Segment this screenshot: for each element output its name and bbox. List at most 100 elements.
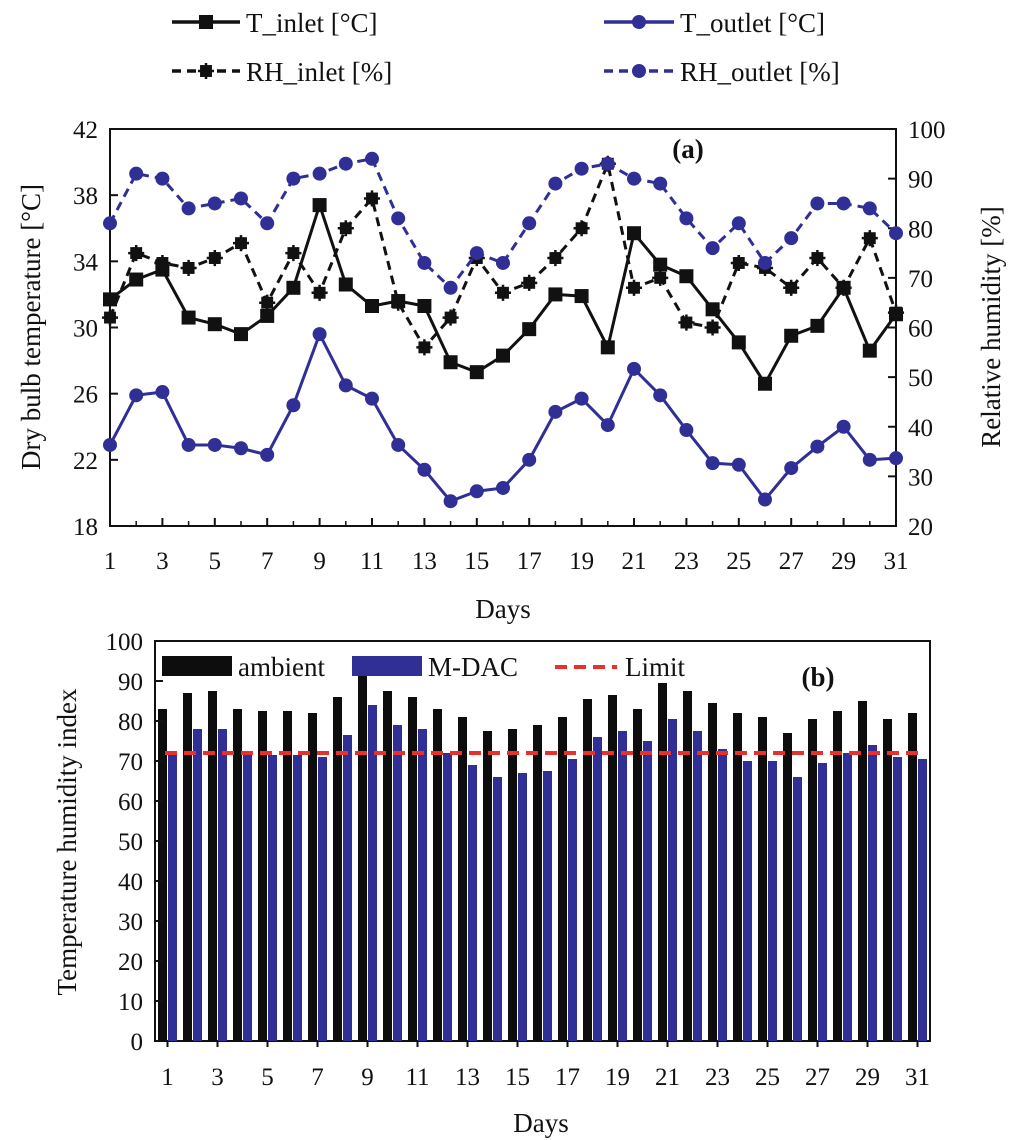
- bar-m-dac: [718, 749, 727, 1041]
- series-point: [704, 319, 721, 336]
- series-point: [469, 484, 484, 499]
- series-point: [758, 376, 772, 391]
- bar-m-dac: [918, 759, 927, 1041]
- series-point-cross: [232, 235, 250, 252]
- legend-entry-3: RH_inlet [%]: [172, 57, 392, 87]
- y-tick-label: 30: [118, 909, 143, 936]
- bar-ambient: [183, 693, 192, 1041]
- legend-panel-a: T_inlet [°C] T_outlet [°C] RH_inlet [%] RH_…: [172, 8, 840, 87]
- legend-entry-ambient: ambient: [162, 652, 325, 682]
- bar-m-dac: [368, 705, 377, 1041]
- series-point: [207, 437, 222, 452]
- series-point: [653, 176, 668, 191]
- bar-m-dac: [618, 731, 627, 1041]
- series-point: [784, 461, 799, 476]
- series-point: [155, 385, 170, 400]
- series-point: [679, 423, 694, 438]
- legend-entry-4: RH_outlet [%]: [604, 57, 840, 87]
- y-tick-label: 60: [118, 789, 143, 816]
- series-point: [548, 404, 563, 419]
- series-point-cross: [521, 274, 538, 291]
- series-point: [889, 451, 903, 466]
- series-point: [443, 280, 458, 295]
- series-point: [653, 257, 668, 272]
- series-point: [416, 339, 433, 356]
- series-point: [889, 226, 903, 241]
- x-tick-label: 15: [505, 1064, 530, 1091]
- series-point: [260, 447, 275, 462]
- series-point-cross: [128, 245, 145, 262]
- bar-ambient: [508, 729, 517, 1041]
- series-point-cross: [730, 254, 747, 272]
- series-point: [103, 216, 117, 231]
- series-point-cross: [861, 230, 878, 247]
- panel-a-x-axis-title: Days: [475, 594, 531, 624]
- series-point: [365, 298, 379, 313]
- series-point: [627, 361, 641, 376]
- series-point: [391, 437, 406, 452]
- y2-tick-label: 20: [908, 514, 933, 541]
- legend-label: ambient: [238, 652, 325, 682]
- bar-m-dac: [668, 719, 677, 1041]
- series-point: [101, 309, 119, 326]
- series-point-cross: [678, 314, 695, 331]
- series-point-cross: [783, 279, 800, 296]
- x-tick-label: 17: [555, 1064, 580, 1091]
- series-point: [627, 171, 641, 186]
- series-point: [181, 437, 196, 452]
- legend-marker: [197, 62, 215, 80]
- bar-ambient: [683, 691, 692, 1041]
- bar-m-dac: [293, 755, 302, 1041]
- series-point: [862, 452, 877, 467]
- bar-ambient: [808, 719, 817, 1041]
- bar-m-dac: [168, 753, 177, 1041]
- y2-tick-label: 90: [908, 167, 933, 194]
- series-point: [338, 277, 353, 292]
- x-tick-label: 29: [831, 548, 856, 575]
- series-point-cross: [704, 319, 721, 336]
- y-tick-label: 20: [118, 949, 143, 976]
- y-tick-label: 0: [131, 1029, 144, 1056]
- bar-ambient: [583, 699, 592, 1041]
- y-tick-label: 18: [73, 514, 98, 541]
- series-4: [103, 151, 903, 295]
- bar-ambient: [308, 713, 317, 1041]
- x-tick-label: 19: [605, 1064, 630, 1091]
- x-tick-label: 9: [361, 1064, 374, 1091]
- series-point: [836, 419, 851, 434]
- bar-ambient: [908, 713, 917, 1041]
- series-point: [574, 391, 589, 406]
- bar-ambient: [258, 711, 267, 1041]
- series-point: [103, 292, 117, 307]
- series-point: [522, 322, 537, 337]
- bar-m-dac: [843, 753, 852, 1041]
- legend-panel-b: ambient M-DAC Limit: [162, 652, 685, 682]
- bar-ambient: [383, 691, 392, 1041]
- panel-a-y2-axis-title: Relative humidity [%]: [976, 206, 1006, 447]
- panel-a-label: (a): [672, 134, 703, 164]
- x-tick-label: 5: [261, 1064, 274, 1091]
- series-point: [758, 255, 772, 270]
- y-tick-label: 30: [73, 316, 98, 343]
- bar-ambient: [608, 695, 617, 1041]
- bar-ambient: [433, 709, 442, 1041]
- series-point: [574, 289, 589, 304]
- series-point: [259, 294, 276, 311]
- x-tick-label: 27: [805, 1064, 830, 1091]
- series-point: [522, 452, 537, 467]
- bar-m-dac: [893, 757, 902, 1041]
- series-point: [260, 308, 275, 323]
- y2-tick-label: 60: [908, 316, 933, 343]
- x-tick-label: 9: [313, 548, 326, 575]
- bar-ambient: [558, 717, 567, 1041]
- series-point: [442, 309, 459, 326]
- panel-b-bars: [158, 673, 927, 1041]
- series-point: [181, 310, 196, 325]
- series-point-cross: [625, 279, 643, 296]
- series-point: [862, 201, 877, 216]
- series-point-cross: [547, 249, 564, 267]
- series-point: [496, 480, 510, 495]
- series-line: [108, 158, 898, 350]
- bar-ambient: [633, 709, 642, 1041]
